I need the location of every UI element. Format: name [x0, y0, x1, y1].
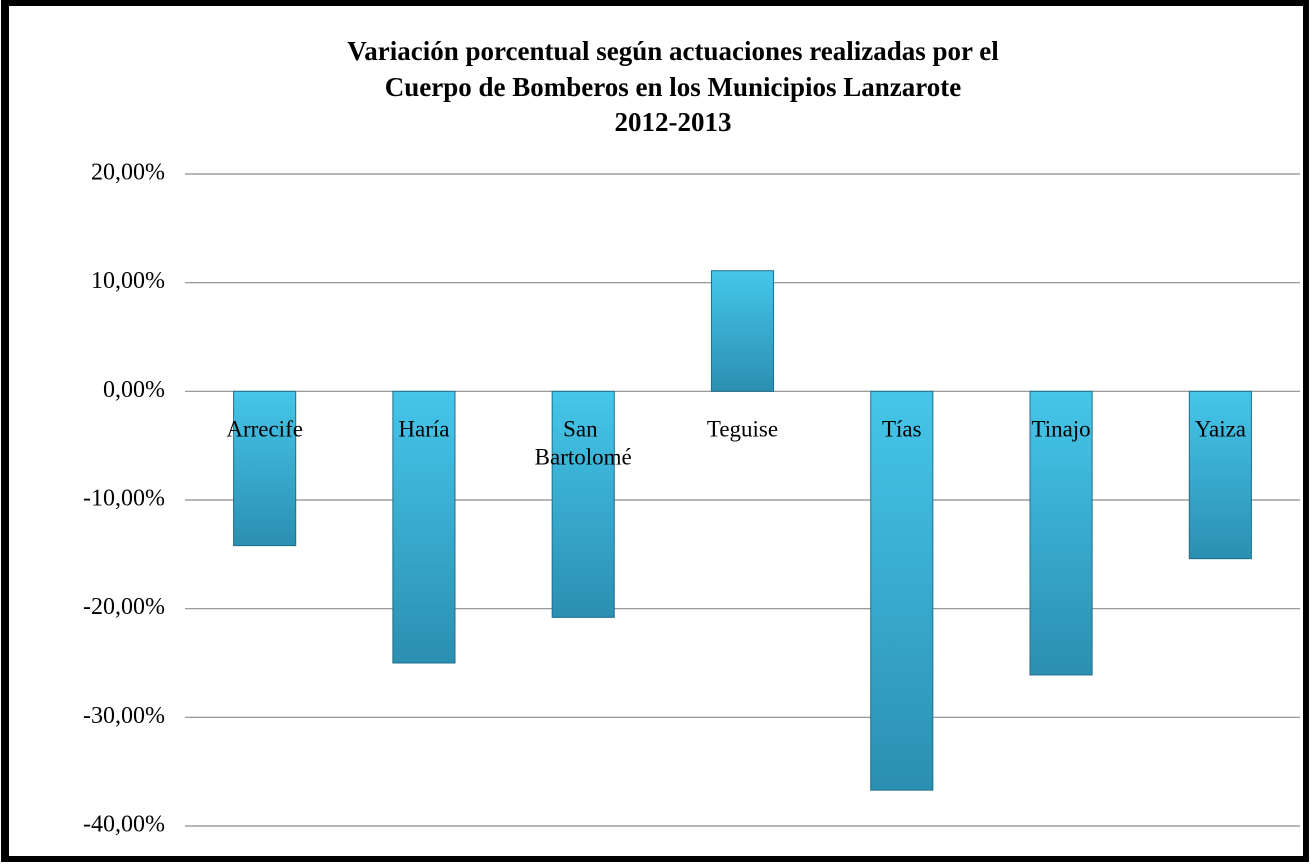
- chart-title: Variación porcentual según actuaciones r…: [347, 36, 999, 66]
- chart-title: Cuerpo de Bomberos en los Municipios Lan…: [385, 72, 962, 102]
- bar: [551, 390, 615, 618]
- x-tick-label: Teguise: [707, 417, 778, 442]
- bar: [710, 270, 775, 392]
- x-tick-label: Tinajo: [1031, 417, 1090, 442]
- x-tick-label: Haría: [398, 417, 449, 442]
- chart-title: 2012-2013: [615, 107, 732, 137]
- frame-edge: [1, 3, 9, 860]
- bar: [233, 390, 297, 547]
- x-tick-label: Tías: [882, 417, 922, 442]
- y-tick-label: -40,00%: [83, 812, 165, 838]
- x-tick-label: Yaiza: [1195, 417, 1246, 442]
- bar: [1029, 390, 1093, 676]
- bar: [870, 390, 934, 791]
- bar: [392, 390, 456, 664]
- y-tick-label: -30,00%: [83, 703, 165, 729]
- bar: [1188, 390, 1252, 560]
- x-tick-label: Arrecife: [226, 417, 303, 442]
- y-tick-label: -10,00%: [83, 486, 165, 512]
- y-tick-label: 0,00%: [103, 377, 165, 403]
- x-tick-label: San Bartolomé: [535, 417, 632, 470]
- y-tick-label: 10,00%: [91, 268, 165, 294]
- y-tick-label: -20,00%: [83, 594, 165, 620]
- y-tick-label: 20,00%: [91, 160, 165, 186]
